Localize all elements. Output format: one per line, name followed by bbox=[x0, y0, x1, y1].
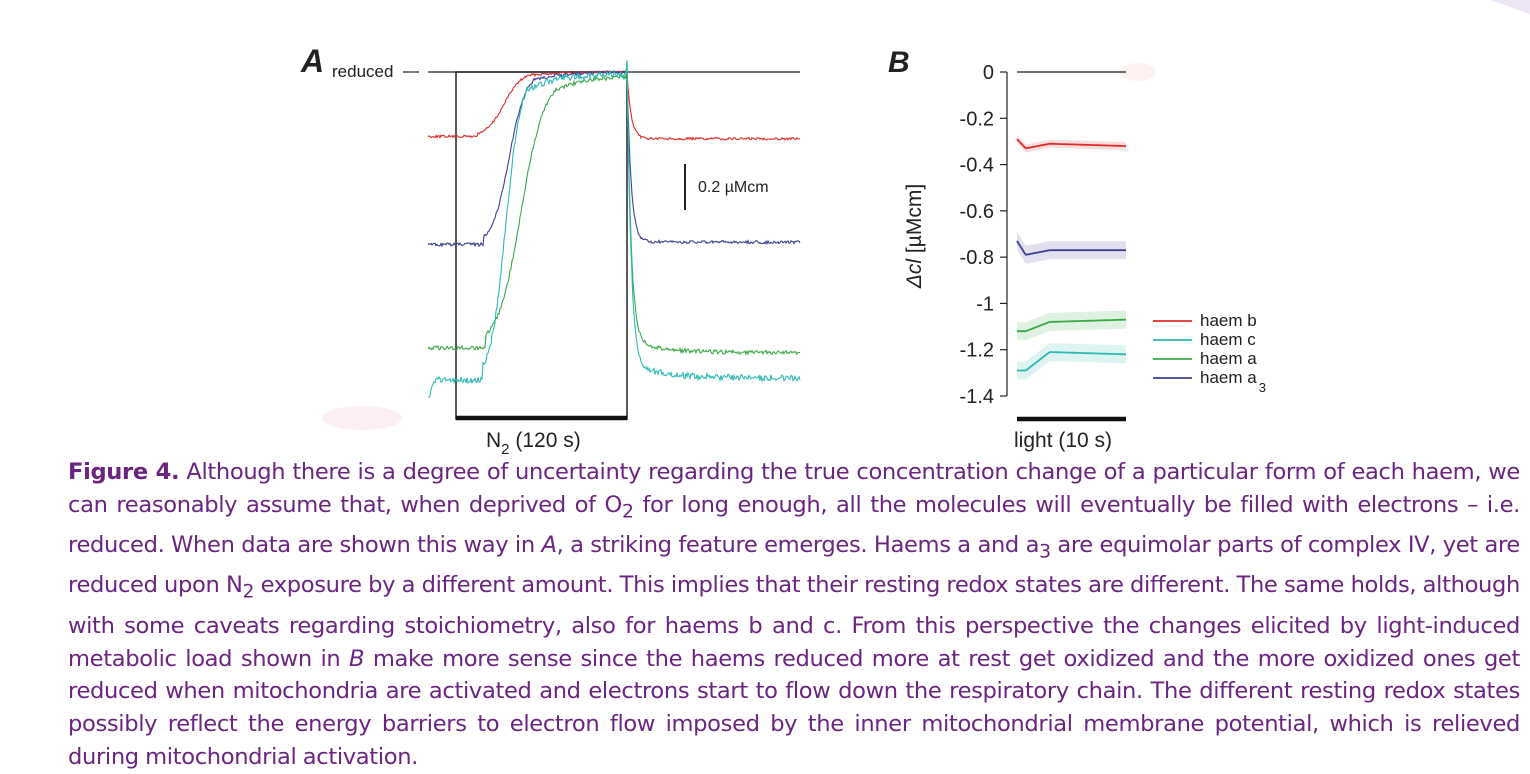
y-tick-label: -0.4 bbox=[960, 155, 994, 177]
panel-b-traces bbox=[1016, 138, 1127, 372]
line-haem-c bbox=[1017, 351, 1126, 372]
band-haem-a bbox=[1017, 310, 1126, 341]
trace-haem-b bbox=[427, 69, 801, 142]
y-axis-ticks: 0 -0.2 -0.4 -0.6 -0.8 -1 -1.2 -1.4 bbox=[960, 62, 1126, 408]
y-tick-label: -1.2 bbox=[960, 340, 994, 362]
panel-b-letter: B bbox=[888, 46, 910, 79]
legend-label: haem b bbox=[1200, 311, 1257, 330]
legend-label: haem c bbox=[1200, 330, 1256, 349]
line-haem-a bbox=[1017, 318, 1127, 333]
trace-haem-a bbox=[427, 60, 801, 357]
y-tick-label: -0.2 bbox=[960, 108, 994, 130]
y-tick-label: -1.4 bbox=[960, 386, 994, 408]
caption-label: Figure 4. bbox=[68, 459, 180, 485]
y-tick-label: -1 bbox=[976, 293, 994, 315]
band-haem-c bbox=[1017, 343, 1126, 380]
figure-panels: A reduced N2 (120 s) 0.2 µMcm B Δcl [µMc… bbox=[300, 43, 1266, 455]
panel-b-error-bands bbox=[1017, 135, 1126, 380]
n2-stimulus-label: N2 (120 s) bbox=[486, 429, 581, 455]
faint-smudge bbox=[1120, 63, 1156, 81]
y-tick-label: -0.8 bbox=[960, 247, 994, 269]
legend-label: haem a bbox=[1200, 349, 1257, 368]
panel-a-traces bbox=[427, 60, 801, 399]
figure-caption: Figure 4. Although there is a degree of … bbox=[68, 459, 1520, 770]
faint-smudge bbox=[322, 406, 402, 430]
trace-haem-c bbox=[427, 60, 801, 399]
line-haem-b bbox=[1016, 138, 1127, 150]
light-stimulus-label: light (10 s) bbox=[1014, 429, 1112, 452]
y-tick-label: 0 bbox=[983, 62, 994, 84]
n2-exposure-box bbox=[455, 71, 628, 420]
panel-a-letter: A bbox=[300, 43, 324, 79]
y-axis-label: Δcl [µMcm] bbox=[903, 184, 926, 289]
legend-label: haem a3 bbox=[1200, 368, 1266, 395]
panel-a: A reduced N2 (120 s) 0.2 µMcm bbox=[300, 43, 801, 455]
trace-haem-a3 bbox=[427, 69, 801, 248]
corner-decoration bbox=[1490, 0, 1530, 14]
scale-bar-label: 0.2 µMcm bbox=[698, 179, 769, 196]
line-haem-a3 bbox=[1016, 240, 1126, 256]
band-haem-a3 bbox=[1017, 231, 1126, 264]
panel-b: B Δcl [µMcm] 0 -0.2 -0.4 -0.6 -0.8 -1 -1.2 -1.4… bbox=[888, 46, 1266, 452]
reduced-label: reduced bbox=[332, 62, 393, 81]
y-tick-label: -0.6 bbox=[960, 201, 994, 223]
